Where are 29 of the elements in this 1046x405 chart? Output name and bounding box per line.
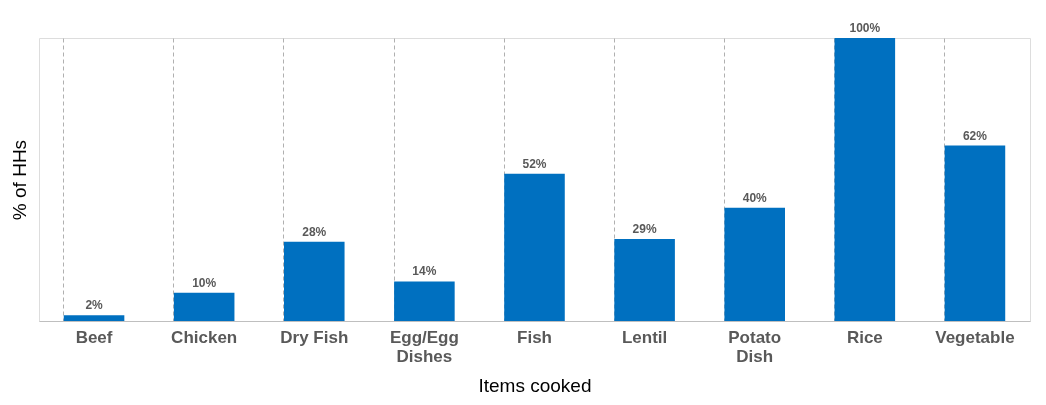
data-label: 2% xyxy=(85,298,104,313)
y-axis-title: % of HHs xyxy=(8,139,30,221)
bar xyxy=(504,173,565,321)
data-label: 14% xyxy=(412,264,437,279)
x-tick-label: Potato Dish xyxy=(728,327,782,366)
x-tick-label: Dry Fish xyxy=(280,327,349,347)
data-label: 52% xyxy=(522,156,547,171)
x-tick-label: Beef xyxy=(75,327,113,347)
x-tick-label: Egg/Egg Dishes xyxy=(389,327,459,366)
bar xyxy=(834,38,896,321)
bar xyxy=(63,315,125,321)
bar xyxy=(394,281,455,321)
data-label: 10% xyxy=(192,275,217,290)
x-tick-label: Vegetable xyxy=(935,327,1015,347)
bar xyxy=(614,238,675,321)
bar xyxy=(284,241,345,321)
bar xyxy=(944,145,1006,321)
x-tick-label: Chicken xyxy=(171,327,238,347)
data-label: 29% xyxy=(632,221,657,236)
bar xyxy=(173,292,235,321)
x-tick-label: Fish xyxy=(517,327,552,347)
data-label: 28% xyxy=(302,224,327,239)
x-tick-label: Rice xyxy=(846,327,883,347)
x-tick-label: Lentil xyxy=(621,327,668,347)
data-label: 40% xyxy=(742,190,768,205)
x-axis-title: Items cooked xyxy=(478,374,592,396)
data-label: 100% xyxy=(849,21,881,35)
bar xyxy=(724,207,785,321)
data-label: 62% xyxy=(962,128,988,143)
